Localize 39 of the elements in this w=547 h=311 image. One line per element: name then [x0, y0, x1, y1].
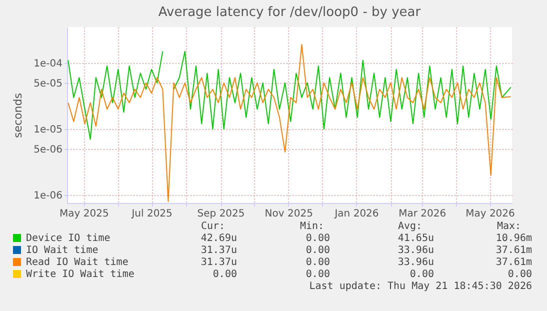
text: 0.00	[212, 269, 237, 281]
y-tick-label: 1e-05	[34, 124, 62, 136]
text: 37.61m	[496, 245, 532, 257]
x-tick-label: Jul 2025	[130, 208, 172, 220]
text: 0.00	[306, 257, 330, 269]
text: Last update: Thu May 21 18:45:30 2026	[309, 281, 532, 293]
text: 31.37u	[200, 245, 237, 257]
text: Avg:	[398, 221, 422, 233]
x-tick-label: May 2025	[60, 208, 109, 220]
x-tick-label: Nov 2025	[264, 208, 313, 220]
text: 31.37u	[200, 257, 237, 269]
text: 37.61m	[496, 257, 532, 269]
y-axis-title: seconds	[12, 92, 25, 138]
x-tick-label: Sep 2025	[197, 208, 245, 220]
text: Min:	[300, 221, 324, 233]
text: 33.96u	[398, 245, 434, 257]
text: 0.00	[306, 233, 330, 245]
chart-title: Average latency for /dev/loop0 - by year	[158, 5, 422, 20]
text: 41.65u	[398, 233, 434, 245]
text: 0.00	[306, 269, 330, 281]
text: 0.00	[306, 245, 330, 257]
legend-label: Read IO Wait time	[26, 257, 128, 268]
text: Max:	[497, 221, 522, 233]
legend-label: Write IO Wait time	[26, 269, 134, 280]
y-tick-label: 5e-06	[34, 144, 62, 156]
legend-label: IO Wait time	[26, 245, 98, 256]
y-tick-label: 5e-05	[34, 78, 62, 90]
legend-label: Device IO time	[26, 233, 110, 244]
x-tick-label: May 2026	[466, 208, 515, 220]
text: Cur:	[201, 221, 226, 233]
text: 10.96m	[496, 233, 532, 245]
text: 0.00	[410, 269, 434, 281]
y-tick-label: 1e-04	[34, 58, 62, 70]
y-tick-label: 1e-06	[34, 190, 62, 202]
x-tick-label: Jan 2026	[334, 208, 379, 220]
text: 0.00	[508, 269, 532, 281]
text: 42.69u	[200, 233, 237, 245]
text: 33.96u	[398, 257, 434, 269]
x-tick-label: Mar 2026	[398, 208, 446, 220]
